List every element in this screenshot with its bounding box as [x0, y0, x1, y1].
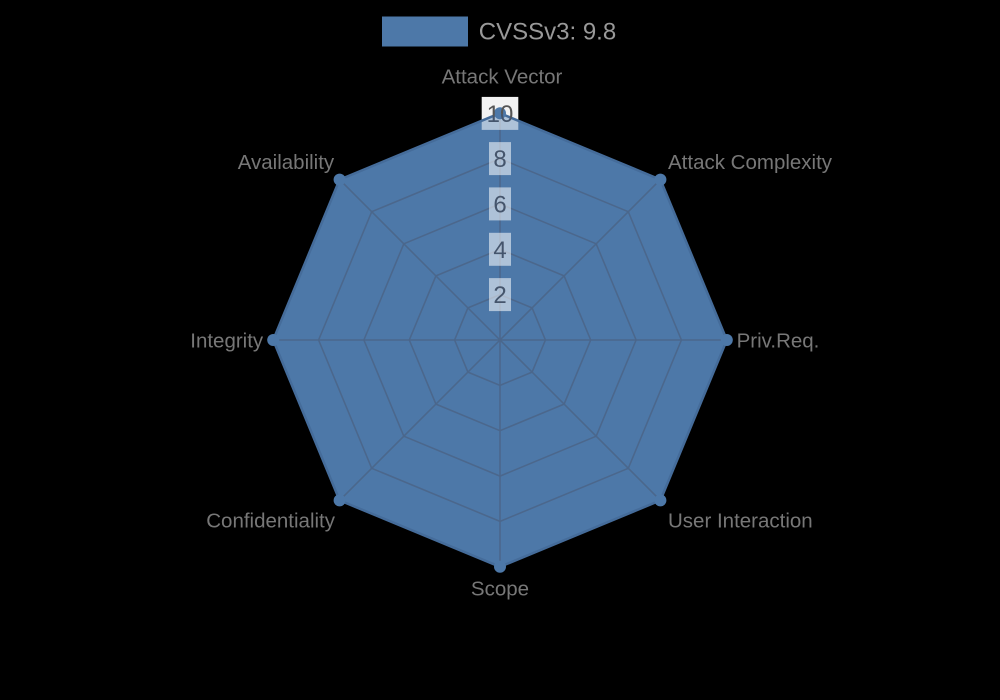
svg-text:CVSSv3: 9.8: CVSSv3: 9.8 — [479, 19, 616, 46]
svg-text:4: 4 — [493, 237, 506, 264]
svg-text:Confidentiality: Confidentiality — [206, 510, 336, 533]
svg-text:6: 6 — [493, 192, 506, 219]
svg-text:Scope: Scope — [471, 578, 529, 601]
svg-text:Priv.Req.: Priv.Req. — [737, 330, 820, 353]
svg-text:Availability: Availability — [238, 151, 335, 174]
svg-text:2: 2 — [493, 282, 506, 309]
svg-text:8: 8 — [493, 146, 506, 173]
svg-text:Integrity: Integrity — [190, 330, 264, 353]
svg-text:Attack Vector: Attack Vector — [442, 66, 563, 89]
svg-text:10: 10 — [487, 101, 514, 128]
svg-text:User Interaction: User Interaction — [668, 510, 813, 533]
svg-text:Attack Complexity: Attack Complexity — [668, 151, 833, 174]
